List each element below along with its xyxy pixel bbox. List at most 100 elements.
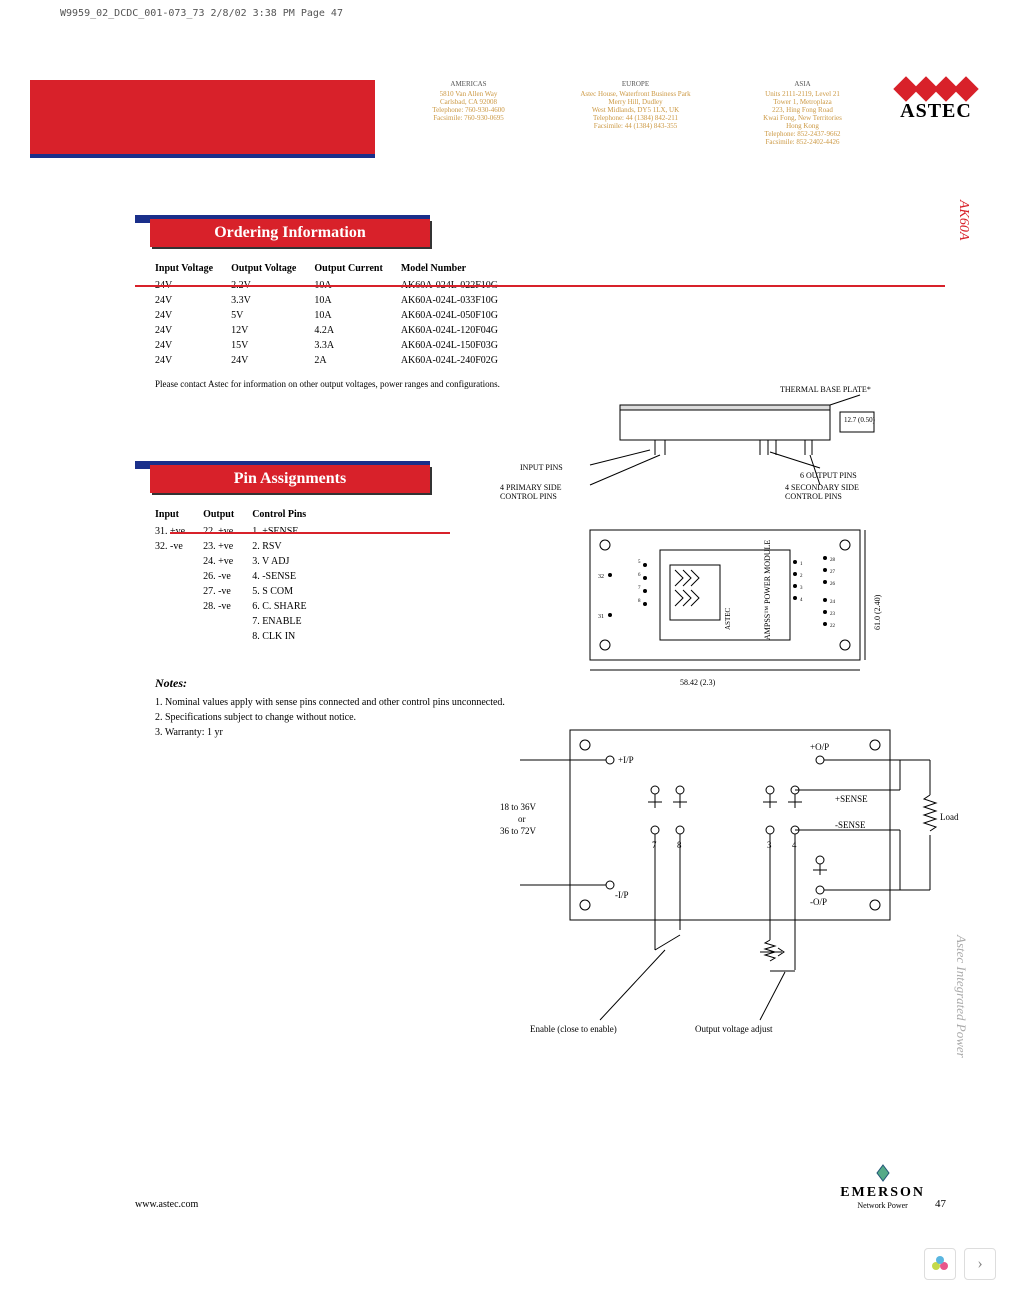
svg-text:22: 22 — [830, 624, 836, 629]
cell: 28. -ve — [203, 599, 252, 614]
cell: 5. S COM — [252, 584, 324, 599]
svg-text:+SENSE: +SENSE — [835, 794, 868, 804]
svg-text:-SENSE: -SENSE — [835, 820, 866, 830]
emerson-name: EMERSON — [840, 1185, 925, 1201]
svg-text:26: 26 — [830, 582, 836, 587]
table-row: 32. -ve23. +ve2. RSV — [155, 539, 325, 554]
cell: 3.3A — [314, 338, 400, 353]
cell: AK60A-024L-033F10G — [401, 293, 516, 308]
svg-text:+I/P: +I/P — [618, 755, 634, 765]
cell — [155, 584, 203, 599]
cell: AK60A-024L-050F10G — [401, 308, 516, 323]
contact-line: Kwai Fong, New Territories — [729, 114, 876, 122]
red-rule-thin — [170, 532, 450, 534]
cell: 24V — [155, 353, 231, 368]
cell: 3. V ADJ — [252, 554, 324, 569]
col-head: Output — [203, 505, 252, 524]
contact-line: Hong Kong — [729, 122, 876, 130]
svg-text:58.42 (2.3): 58.42 (2.3) — [680, 678, 716, 687]
table-row: 24V3.3V10AAK60A-024L-033F10G — [155, 293, 516, 308]
cell: 15V — [231, 338, 314, 353]
svg-text:THERMAL BASE PLATE*: THERMAL BASE PLATE* — [780, 385, 871, 394]
viewer-toolbar: › — [924, 1248, 996, 1280]
contact-europe: EUROPE Astec House, Waterfront Business … — [562, 80, 709, 160]
contact-line: Telephone: 852-2437-9662 — [729, 130, 876, 138]
table-row: 24V5V10AAK60A-024L-050F10G — [155, 308, 516, 323]
ordering-table: Input Voltage Output Voltage Output Curr… — [155, 259, 516, 368]
cell — [155, 569, 203, 584]
table-row: 28. -ve6. C. SHARE — [155, 599, 325, 614]
table-row: 7. ENABLE — [155, 614, 325, 629]
cell: 24V — [155, 323, 231, 338]
cell: 4.2A — [314, 323, 400, 338]
table-row: 24V24V2AAK60A-024L-240F02G — [155, 353, 516, 368]
cell: 3.3V — [231, 293, 314, 308]
svg-text:Output voltage adjust: Output voltage adjust — [695, 1024, 773, 1034]
cell: 6. C. SHARE — [252, 599, 324, 614]
svg-text:-O/P: -O/P — [810, 897, 827, 907]
pins-table: Input Output Control Pins 31. +ve22. +ve… — [155, 505, 325, 644]
emerson-logo: EMERSON Network Power — [840, 1163, 925, 1210]
cell: 24. +ve — [203, 554, 252, 569]
cell: AK60A-024L-150F03G — [401, 338, 516, 353]
cell: 7. ENABLE — [252, 614, 324, 629]
cell: 27. -ve — [203, 584, 252, 599]
contacts: AMERICAS 5810 Van Allen Way Carlsbad, CA… — [375, 80, 876, 160]
cell: 12V — [231, 323, 314, 338]
contact-line: West Midlands, DY5 1LX, UK — [562, 106, 709, 114]
svg-text:23: 23 — [830, 612, 836, 617]
emerson-icon — [873, 1163, 893, 1183]
contact-head: AMERICAS — [395, 80, 542, 88]
contact-line: Astec House, Waterfront Business Park — [562, 90, 709, 98]
cell — [155, 599, 203, 614]
svg-text:24: 24 — [830, 600, 836, 605]
table-row: 8. CLK IN — [155, 629, 325, 644]
svg-text:28: 28 — [830, 558, 836, 563]
table-row: 24V12V4.2AAK60A-024L-120F04G — [155, 323, 516, 338]
cell: 26. -ve — [203, 569, 252, 584]
svg-text:12.7 (0.50): 12.7 (0.50) — [844, 416, 876, 424]
cell — [203, 614, 252, 629]
svg-text:6 OUTPUT PINS: 6 OUTPUT PINS — [800, 471, 857, 480]
table-row: 26. -ve4. -SENSE — [155, 569, 325, 584]
svg-text:4 PRIMARY SIDECONTROL PINS: 4 PRIMARY SIDECONTROL PINS — [500, 483, 562, 501]
cell: 8. CLK IN — [252, 629, 324, 644]
app-icon[interactable] — [924, 1248, 956, 1280]
diagram-connection: +I/P -I/P 18 to 36Vor36 to 72V 7 8 3 4 +… — [500, 720, 970, 1050]
table-row: 24. +ve3. V ADJ — [155, 554, 325, 569]
emerson-sub: Network Power — [840, 1201, 925, 1210]
page: W9959_02_DCDC_001-073_73 2/8/02 3:38 PM … — [0, 0, 1026, 1300]
astec-logo: ASTEC — [876, 80, 996, 160]
cell: 24V — [155, 338, 231, 353]
cell: 5V — [231, 308, 314, 323]
cell: 24V — [155, 293, 231, 308]
cell — [155, 629, 203, 644]
footer: www.astec.com EMERSON Network Power 47 — [135, 1163, 946, 1210]
cell — [155, 614, 203, 629]
col-head: Input — [155, 505, 203, 524]
header-red-block — [30, 80, 375, 158]
cell: 4. -SENSE — [252, 569, 324, 584]
col-head: Input Voltage — [155, 259, 231, 278]
col-head: Model Number — [401, 259, 516, 278]
contact-line: Tower 1, Metroplaza — [729, 98, 876, 106]
contact-line: Telephone: 760-930-4600 — [395, 106, 542, 114]
cell: 32. -ve — [155, 539, 203, 554]
red-rule — [135, 285, 945, 287]
cell: 23. +ve — [203, 539, 252, 554]
logo-diamonds-icon — [876, 80, 996, 98]
svg-text:+O/P: +O/P — [810, 742, 829, 752]
svg-text:AMPSS™ POWER MODULE: AMPSS™ POWER MODULE — [763, 540, 772, 640]
cell: 24V — [231, 353, 314, 368]
logo-text: ASTEC — [876, 100, 996, 123]
ordering-header: Ordering Information — [135, 215, 946, 247]
table-row: 24V15V3.3AAK60A-024L-150F03G — [155, 338, 516, 353]
contact-line: Facsimile: 44 (1384) 843-355 — [562, 122, 709, 130]
svg-text:31: 31 — [598, 614, 604, 620]
contact-asia: ASIA Units 2111-2119, Level 21 Tower 1, … — [729, 80, 876, 160]
cell — [155, 554, 203, 569]
ordering-table-wrap: Input Voltage Output Voltage Output Curr… — [155, 259, 946, 368]
next-page-button[interactable]: › — [964, 1248, 996, 1280]
svg-text:ASTEC: ASTEC — [724, 608, 732, 631]
cell: 2. RSV — [252, 539, 324, 554]
